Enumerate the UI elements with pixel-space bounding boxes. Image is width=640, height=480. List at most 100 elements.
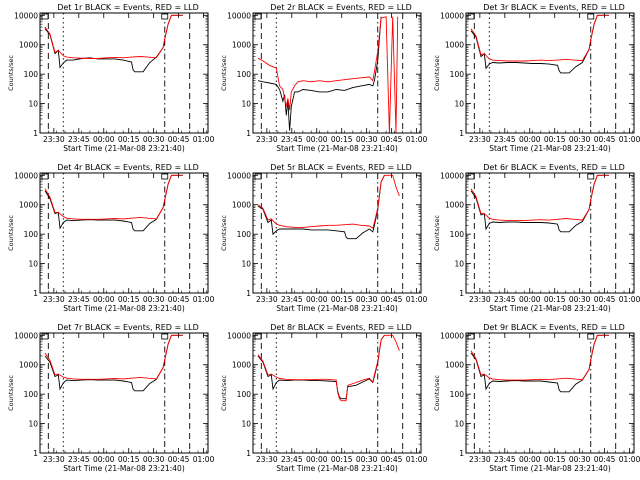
y-tick-label: 10000	[227, 331, 251, 340]
x-axis-label: Start Time (21-Mar-08 23:21:40)	[489, 464, 611, 473]
series-line-lld	[44, 14, 183, 59]
plot-frame	[465, 12, 635, 134]
y-tick-label: 1000	[19, 201, 38, 210]
detector-chart-9: Det 9r BLACK = Events, RED = LLD 1 10 100 10…	[433, 323, 640, 473]
y-tick-label: 100	[24, 70, 39, 79]
detector-chart-1: Det 1r BLACK = Events, RED = LLD 1 10 100 10…	[7, 3, 215, 153]
series-line-events	[257, 175, 385, 240]
chart-title: Det 6r BLACK = Events, RED = LLD	[483, 163, 625, 172]
x-tick-label: 00:00	[93, 295, 115, 304]
x-tick-label: 00:45	[168, 295, 190, 304]
plot-frame	[465, 332, 635, 454]
x-tick-label: 00:15	[331, 295, 353, 304]
y-axis-label: Counts/sec	[220, 215, 228, 251]
chart-title: Det 7r BLACK = Events, RED = LLD	[57, 323, 199, 332]
x-tick-label: 00:00	[93, 455, 115, 464]
y-tick-label: 10	[454, 260, 464, 269]
y-tick-label: 1	[246, 289, 251, 298]
x-tick-label: 00:00	[519, 135, 541, 144]
marker-box-sa	[467, 173, 475, 180]
y-tick-label: 1000	[232, 361, 251, 370]
series-line-lld	[257, 16, 399, 133]
x-tick-label: 00:45	[594, 455, 616, 464]
x-tick-label: 23:30	[43, 455, 65, 464]
x-tick-label: 00:45	[381, 295, 403, 304]
series-line-lld	[257, 174, 400, 229]
marker-box-sa	[467, 333, 475, 340]
x-tick-label: 00:30	[143, 455, 165, 464]
x-axis-label: Start Time (21-Mar-08 23:21:40)	[63, 304, 185, 313]
x-tick-label: 00:45	[168, 135, 190, 144]
x-tick-label: 00:30	[356, 135, 378, 144]
y-axis-label: Counts/sec	[7, 375, 15, 411]
plot-frame	[39, 332, 209, 454]
y-axis-label: Counts/sec	[433, 375, 441, 411]
x-tick-label: 00:15	[118, 295, 140, 304]
marker-box-sa	[41, 333, 49, 340]
series-line-lld	[44, 334, 183, 380]
y-tick-label: 100	[24, 390, 39, 399]
y-tick-label: 100	[237, 70, 252, 79]
plot-frame	[252, 332, 422, 454]
x-tick-label: 23:30	[469, 135, 491, 144]
x-tick-label: 23:30	[256, 455, 278, 464]
marker-box-sd	[587, 173, 595, 180]
series-line-events	[470, 14, 609, 74]
detector-chart-4: Det 4r BLACK = Events, RED = LLD 1 10 100 10…	[7, 163, 215, 313]
y-tick-label: 1	[459, 129, 464, 138]
x-tick-label: 23:45	[68, 455, 90, 464]
x-tick-label: 23:30	[469, 455, 491, 464]
x-tick-label: 00:15	[544, 455, 566, 464]
x-tick-label: 23:45	[281, 455, 303, 464]
y-tick-label: 1000	[445, 201, 464, 210]
x-tick-label: 00:15	[118, 135, 140, 144]
x-tick-label: 00:45	[381, 455, 403, 464]
x-tick-label: 00:00	[519, 295, 541, 304]
x-tick-label: 23:30	[469, 295, 491, 304]
x-axis-label: Start Time (21-Mar-08 23:21:40)	[63, 464, 185, 473]
x-tick-label: 00:30	[356, 455, 378, 464]
y-axis-label: Counts/sec	[433, 215, 441, 251]
series-line-events	[44, 174, 183, 232]
series-line-events	[470, 334, 609, 393]
series-line-lld	[44, 174, 183, 220]
chart-title: Det 2r BLACK = Events, RED = LLD	[270, 3, 412, 12]
x-tick-label: 00:45	[594, 295, 616, 304]
y-tick-label: 100	[450, 390, 465, 399]
plot-frame	[252, 12, 422, 134]
detector-chart-7: Det 7r BLACK = Events, RED = LLD 1 10 100 10…	[7, 323, 215, 473]
series-line-events	[257, 16, 382, 131]
y-tick-label: 10	[241, 420, 251, 429]
marker-box-sa	[467, 13, 475, 20]
detector-chart-3: Det 3r BLACK = Events, RED = LLD 1 10 100 10…	[433, 3, 640, 153]
series-line-events	[470, 174, 609, 233]
series-line-lld	[257, 334, 400, 402]
x-tick-label: 01:00	[193, 135, 215, 144]
series-line-lld	[470, 14, 609, 62]
y-tick-label: 10	[28, 420, 38, 429]
x-tick-label: 00:15	[331, 135, 353, 144]
series-line-events	[257, 335, 385, 400]
x-tick-label: 01:00	[406, 455, 428, 464]
detector-chart-2: Det 2r BLACK = Events, RED = LLD 1 10 100 10…	[220, 3, 428, 153]
x-tick-label: 23:45	[68, 135, 90, 144]
x-tick-label: 00:00	[306, 295, 328, 304]
y-tick-label: 100	[450, 230, 465, 239]
x-tick-label: 01:00	[193, 295, 215, 304]
x-tick-label: 00:45	[594, 135, 616, 144]
x-axis-label: Start Time (21-Mar-08 23:21:40)	[276, 304, 398, 313]
x-tick-label: 01:00	[406, 135, 428, 144]
detector-chart-5: Det 5r BLACK = Events, RED = LLD 1 10 100 10…	[220, 163, 428, 313]
y-axis-label: Counts/sec	[7, 55, 15, 91]
marker-box-sd	[587, 333, 595, 340]
x-tick-label: 00:45	[168, 455, 190, 464]
marker-box-sa	[254, 13, 262, 20]
chart-title: Det 5r BLACK = Events, RED = LLD	[270, 163, 412, 172]
y-tick-label: 10000	[440, 331, 464, 340]
x-tick-label: 00:15	[544, 295, 566, 304]
chart-title: Det 4r BLACK = Events, RED = LLD	[57, 163, 199, 172]
x-tick-label: 00:30	[356, 295, 378, 304]
chart-title: Det 1r BLACK = Events, RED = LLD	[57, 3, 199, 12]
plot-frame	[39, 12, 209, 134]
